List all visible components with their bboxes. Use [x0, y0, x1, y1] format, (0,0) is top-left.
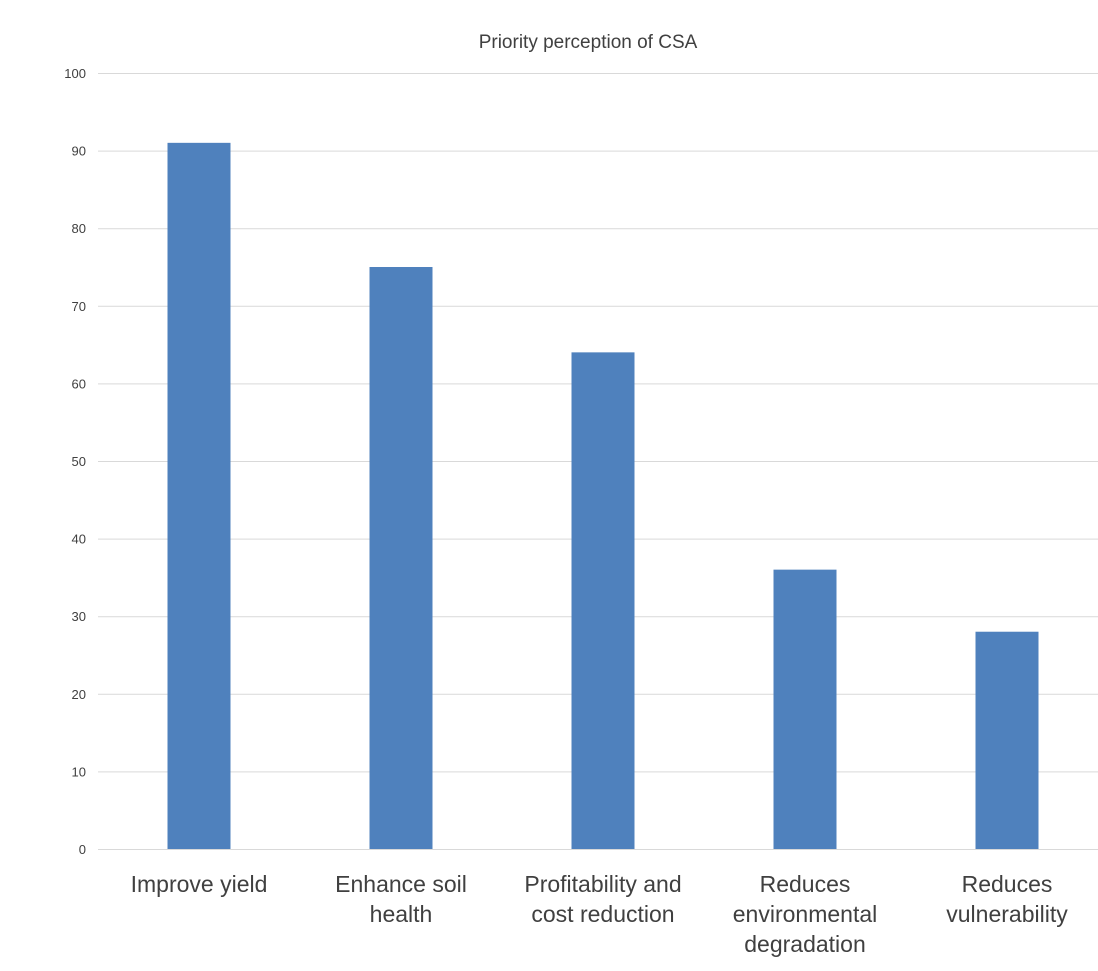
- x-tick-label-line: environmental: [733, 901, 877, 927]
- x-tick-label-line: health: [370, 901, 433, 927]
- chart-title: Priority perception of CSA: [479, 32, 698, 53]
- x-tick-label: Reduces environmental degradation: [733, 871, 877, 957]
- x-tick-label-line: Improve yield: [131, 871, 268, 897]
- x-tick-label-line: Reduces: [760, 871, 851, 897]
- bars: [167, 142, 1039, 850]
- y-tick-label: 10: [72, 764, 86, 779]
- bar: [975, 631, 1039, 849]
- x-tick-label: Reduces vulnerability: [946, 871, 1068, 927]
- x-tick-label-line: degradation: [744, 931, 866, 957]
- y-tick-label: 30: [72, 609, 86, 624]
- x-tick-label: Profitability and cost reduction: [524, 871, 681, 927]
- x-tick-label-line: Enhance soil: [335, 871, 467, 897]
- x-axis-tick-labels: Improve yield Enhance soil health Profitabi…: [131, 871, 1069, 957]
- y-tick-label: 40: [72, 532, 86, 547]
- y-axis-tick-labels: 0 10 20 30 40 50 60 70 80 90 100: [64, 66, 86, 857]
- x-tick-label: Enhance soil health: [335, 871, 467, 927]
- y-tick-label: 20: [72, 687, 86, 702]
- y-tick-label: 80: [72, 221, 86, 236]
- x-tick-label-line: vulnerability: [946, 901, 1068, 927]
- y-tick-label: 50: [72, 454, 86, 469]
- y-tick-label: 60: [72, 376, 86, 391]
- x-tick-label-line: cost reduction: [531, 901, 674, 927]
- bar: [773, 569, 837, 849]
- bar: [167, 142, 231, 850]
- bar: [571, 352, 635, 849]
- y-tick-label: 100: [64, 66, 86, 81]
- bar: [369, 267, 433, 849]
- x-tick-label-line: Reduces: [962, 871, 1053, 897]
- x-tick-label: Improve yield: [131, 871, 268, 897]
- y-tick-label: 90: [72, 144, 86, 159]
- x-tick-label-line: Profitability and: [524, 871, 681, 897]
- y-tick-label: 0: [79, 842, 86, 857]
- y-tick-label: 70: [72, 299, 86, 314]
